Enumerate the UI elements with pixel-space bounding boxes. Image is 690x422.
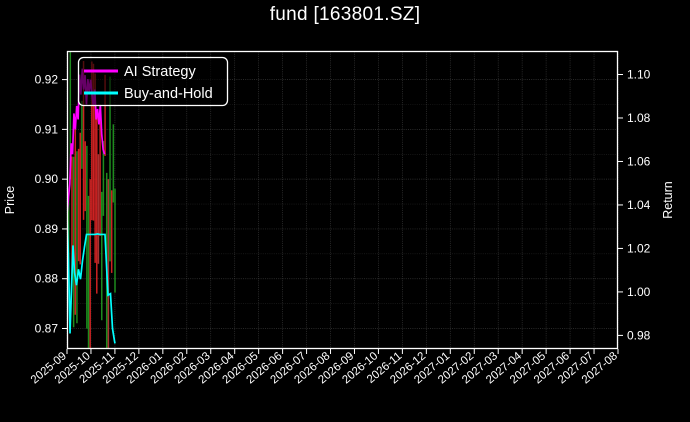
svg-text:0.89: 0.89 [35,222,59,236]
svg-text:Return: Return [661,181,675,219]
svg-text:Price: Price [3,186,17,215]
svg-text:0.87: 0.87 [35,322,59,336]
svg-text:0.90: 0.90 [35,172,59,186]
svg-text:1.08: 1.08 [627,111,651,125]
svg-text:1.00: 1.00 [627,285,651,299]
svg-text:1.06: 1.06 [627,154,651,168]
svg-text:0.88: 0.88 [35,272,59,286]
svg-text:0.91: 0.91 [35,122,59,136]
svg-text:AI Strategy: AI Strategy [124,64,196,80]
svg-text:0.92: 0.92 [35,73,59,87]
svg-text:1.10: 1.10 [627,68,651,82]
svg-text:1.02: 1.02 [627,241,651,255]
svg-text:0.98: 0.98 [627,328,651,342]
svg-text:Buy-and-Hold: Buy-and-Hold [124,86,213,102]
svg-text:1.04: 1.04 [627,198,651,212]
